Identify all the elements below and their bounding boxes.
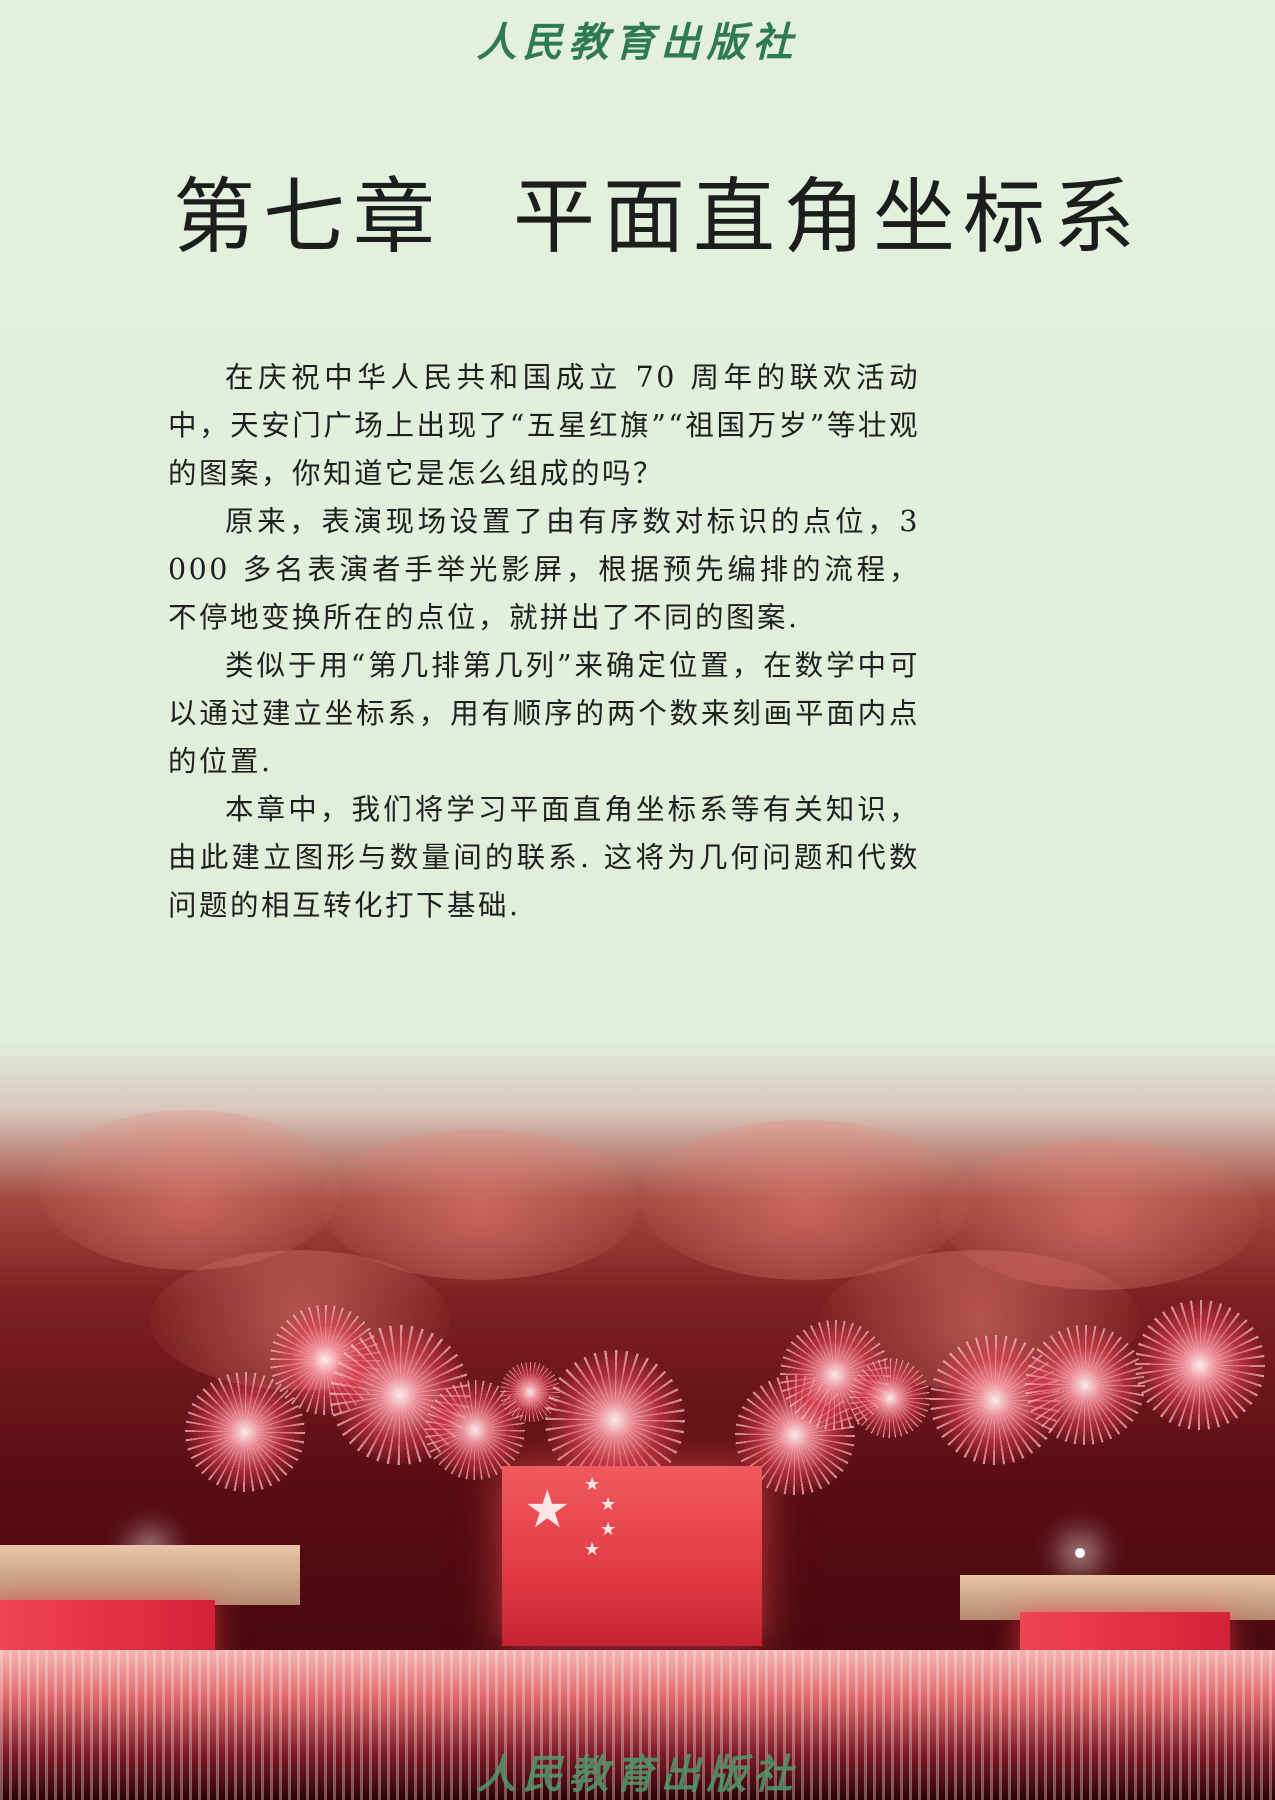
intro-paragraph: 本章中，我们将学习平面直角坐标系等有关知识，由此建立图形与数量间的联系. 这将为… — [168, 793, 920, 922]
chapter-title: 平面直角坐标系 — [513, 170, 1144, 265]
firework-burst — [1135, 1300, 1265, 1430]
spotlight — [1075, 1548, 1085, 1558]
building-left — [0, 1545, 300, 1605]
chapter-heading: 第七章 平面直角坐标系 — [173, 150, 1135, 269]
flag-small-star-icon: ★ — [600, 1519, 617, 1540]
flag-small-star-icon: ★ — [584, 1474, 601, 1495]
firework-burst — [1025, 1325, 1145, 1445]
flag-large-star-icon: ★ — [524, 1480, 571, 1540]
national-flag-screen: ★ ★ ★ ★ ★ — [502, 1466, 762, 1646]
firework-smoke — [640, 1120, 970, 1280]
chapter-introduction: 在庆祝中华人民共和国成立 70 周年的联欢活动中，天安门广场上出现了“五星红旗”… — [168, 354, 920, 930]
intro-paragraph: 类似于用“第几排第几列”来确定位置，在数学中可以通过建立坐标系，用有顺序的两个数… — [168, 649, 920, 778]
publisher-logo: 人民教育出版社 — [476, 19, 799, 66]
publisher-watermark: 人民教育出版社 — [476, 1751, 799, 1798]
performer-crowd — [0, 1650, 1275, 1800]
chapter-number: 第七章 — [173, 170, 444, 265]
flag-small-star-icon: ★ — [584, 1539, 601, 1560]
intro-paragraph: 原来，表演现场设置了由有序数对标识的点位，3 000 多名表演者手举光影屏，根据… — [168, 505, 920, 634]
firework-burst — [850, 1358, 930, 1438]
flag-small-star-icon: ★ — [600, 1494, 617, 1515]
firework-smoke — [40, 1110, 340, 1270]
firework-smoke — [320, 1130, 640, 1280]
intro-paragraph: 在庆祝中华人民共和国成立 70 周年的联欢活动中，天安门广场上出现了“五星红旗”… — [168, 361, 920, 490]
